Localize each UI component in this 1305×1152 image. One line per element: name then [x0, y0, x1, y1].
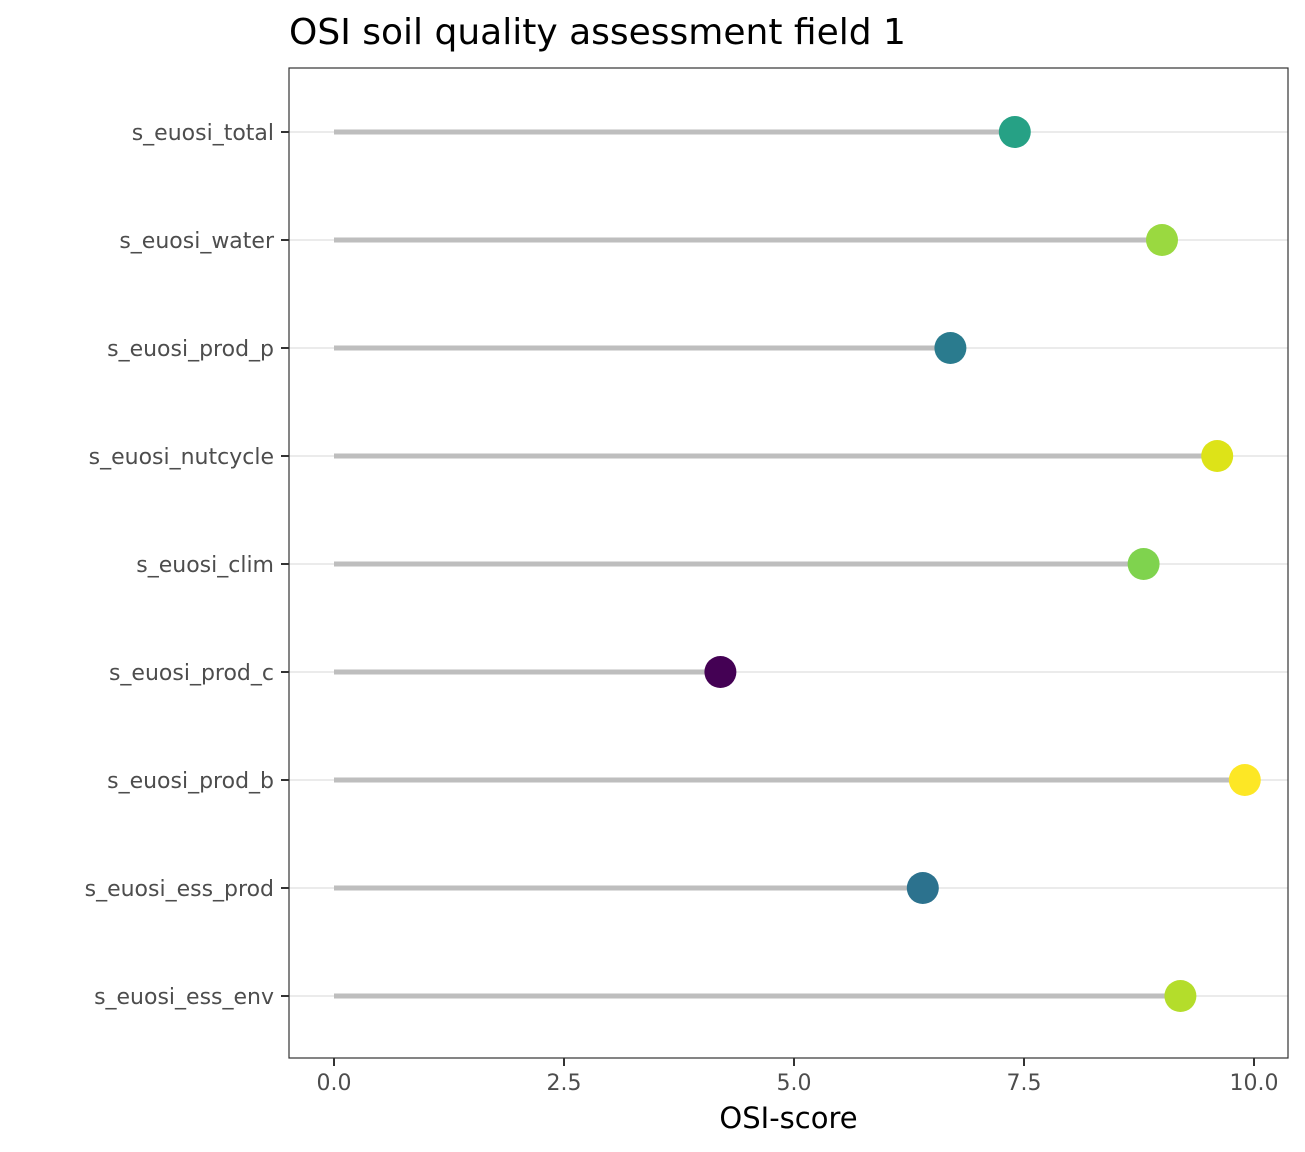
point-s_euosi_nutcycle [1201, 440, 1234, 472]
ytick-label-s_euosi_prod_c: s_euosi_prod_c [109, 661, 274, 686]
ytick-label-s_euosi_clim: s_euosi_clim [136, 553, 274, 578]
point-s_euosi_total [998, 116, 1031, 148]
point-s_euosi_prod_b [1228, 764, 1261, 796]
xtick-label-5.0: 5.0 [777, 1071, 812, 1096]
ytick-label-s_euosi_ess_env: s_euosi_ess_env [94, 985, 274, 1010]
x-axis: 0.0 2.5 5.0 7.5 10.0 [317, 1058, 1279, 1096]
ytick-label-s_euosi_prod_p: s_euosi_prod_p [107, 337, 274, 362]
ytick-label-s_euosi_nutcycle: s_euosi_nutcycle [89, 445, 274, 470]
ytick-label-s_euosi_water: s_euosi_water [119, 229, 275, 254]
ytick-label-s_euosi_prod_b: s_euosi_prod_b [107, 769, 274, 794]
point-s_euosi_prod_c [704, 656, 737, 688]
xtick-label-2.5: 2.5 [547, 1071, 582, 1096]
point-s_euosi_clim [1127, 548, 1160, 580]
chart-title: OSI soil quality assessment field 1 [289, 12, 906, 53]
point-s_euosi_ess_prod [906, 872, 939, 904]
lollipop-stems [334, 129, 1245, 999]
y-axis: s_euosi_total s_euosi_water s_euosi_prod_p… [85, 121, 289, 1010]
xtick-label-10.0: 10.0 [1230, 1071, 1279, 1096]
point-s_euosi_prod_p [934, 332, 967, 364]
xtick-label-0.0: 0.0 [317, 1071, 352, 1096]
point-s_euosi_water [1146, 224, 1178, 256]
point-s_euosi_ess_env [1164, 980, 1197, 1012]
ytick-label-s_euosi_ess_prod: s_euosi_ess_prod [85, 877, 274, 902]
xtick-label-7.5: 7.5 [1007, 1071, 1042, 1096]
x-axis-label: OSI-score [719, 1101, 857, 1135]
lollipop-points [704, 116, 1261, 1012]
ytick-label-s_euosi_total: s_euosi_total [132, 121, 274, 146]
